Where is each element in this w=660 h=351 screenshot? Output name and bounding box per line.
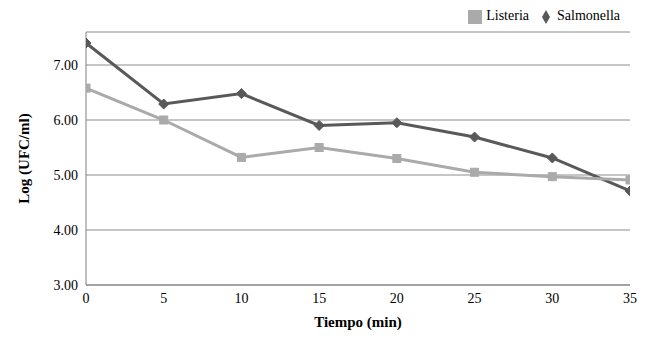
svg-text:3.00: 3.00 <box>54 278 79 293</box>
svg-text:5.00: 5.00 <box>54 168 79 183</box>
svg-text:25: 25 <box>468 291 482 306</box>
svg-text:20: 20 <box>390 291 404 306</box>
svg-text:30: 30 <box>545 291 559 306</box>
svg-text:5: 5 <box>160 291 167 306</box>
svg-text:Log (UFC/ml): Log (UFC/ml) <box>16 113 33 203</box>
svg-text:0: 0 <box>83 291 90 306</box>
svg-text:10: 10 <box>234 291 248 306</box>
html-text:Listeria: Listeria <box>486 8 529 23</box>
svg-text:6.00: 6.00 <box>54 113 79 128</box>
svg-text:35: 35 <box>623 291 637 306</box>
svg-text:7.00: 7.00 <box>54 58 79 73</box>
svg-text:4.00: 4.00 <box>54 223 79 238</box>
html-text:Salmonella: Salmonella <box>557 8 620 23</box>
svg-text:15: 15 <box>312 291 326 306</box>
svg-text:Tiempo (min): Tiempo (min) <box>314 314 402 331</box>
